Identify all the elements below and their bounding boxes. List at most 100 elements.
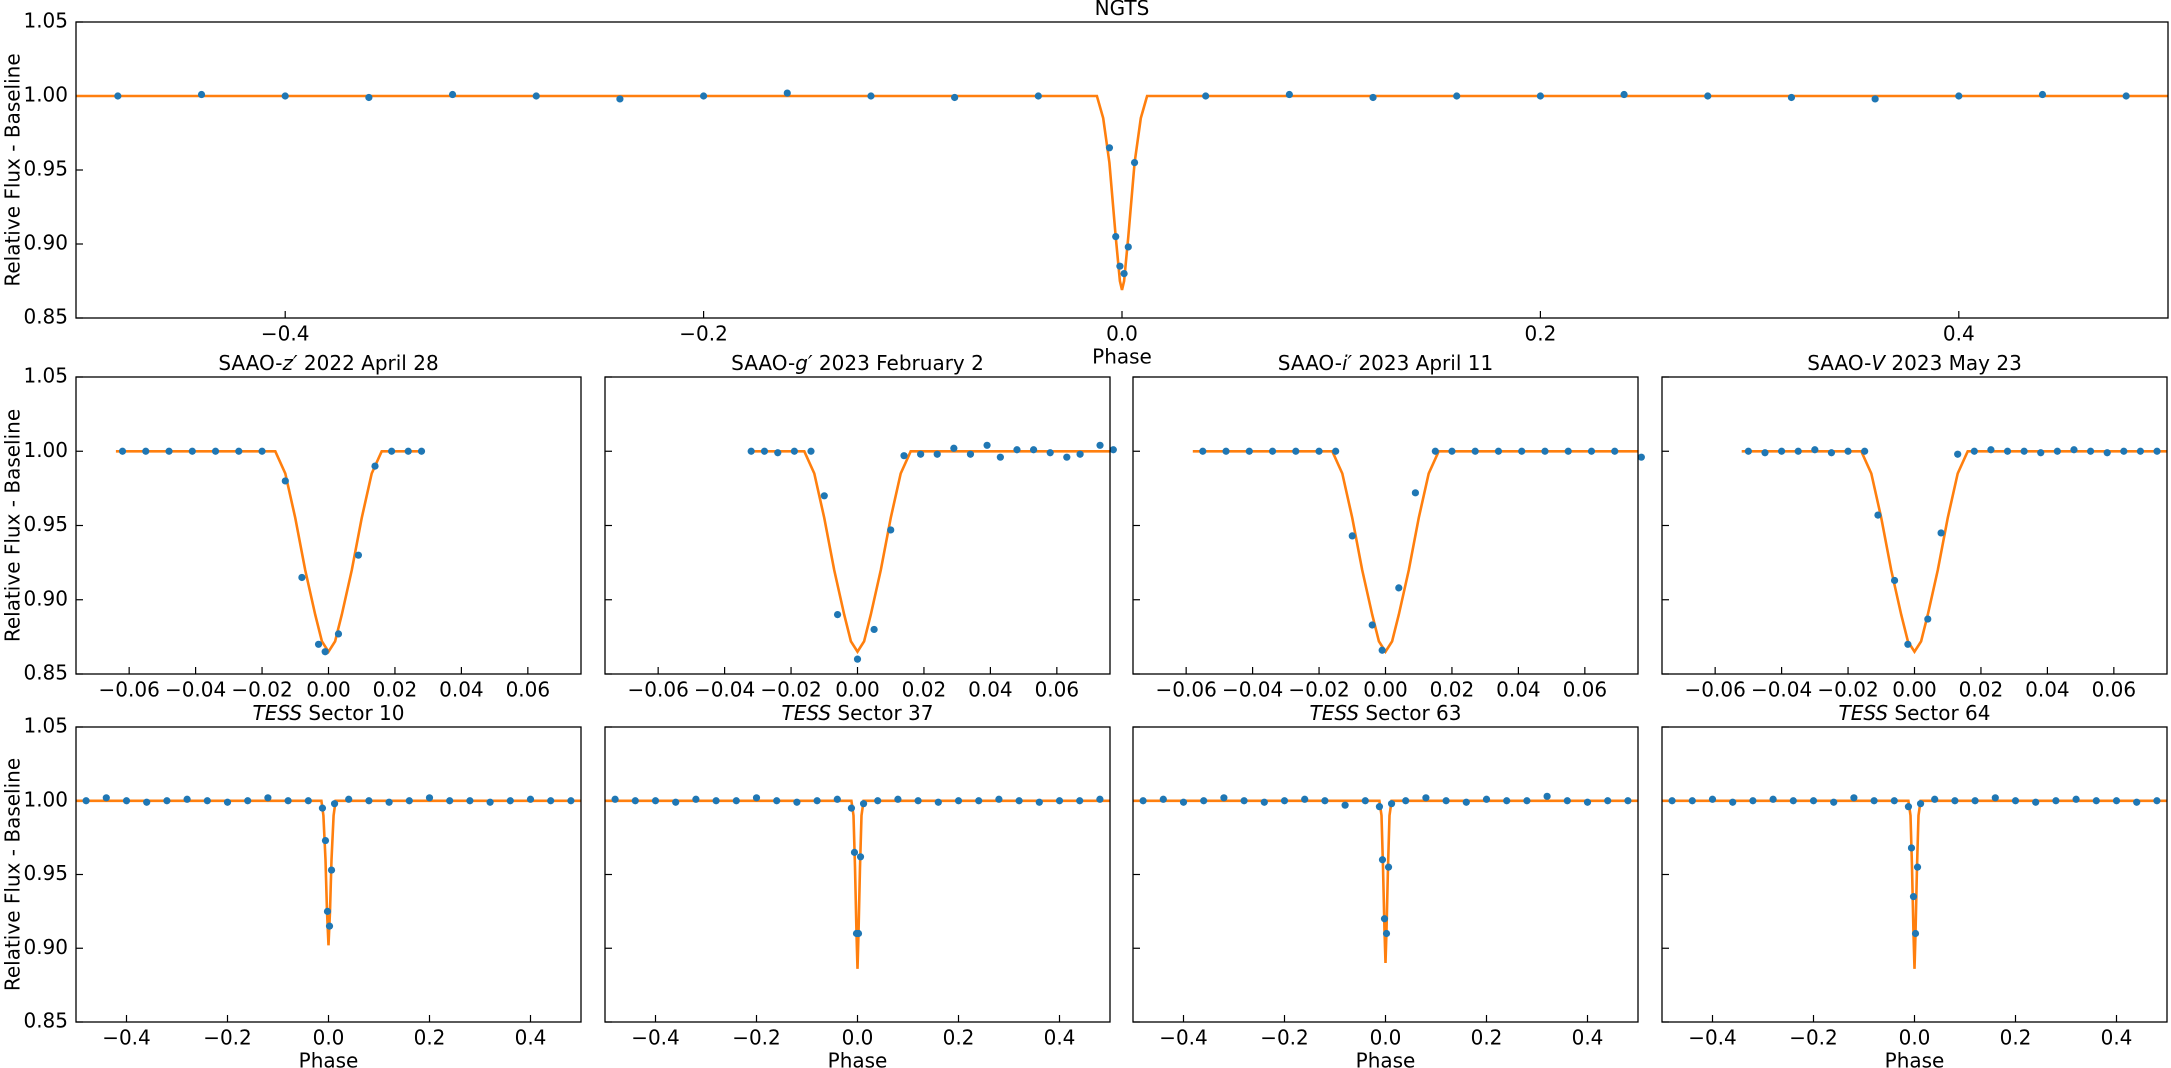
title-part: SAAO- <box>1278 351 1342 375</box>
y-tick-label: 0.90 <box>23 586 68 610</box>
binned-point <box>281 477 289 485</box>
binned-point <box>631 797 639 805</box>
x-tick-label: −0.06 <box>628 678 689 702</box>
x-axis-label: Phase <box>1356 1049 1416 1068</box>
binned-point <box>325 922 334 930</box>
plot-frame <box>1132 726 1639 1023</box>
binned-point <box>258 447 266 455</box>
title-part: TESS <box>1839 701 1889 725</box>
plot-frame <box>75 376 582 675</box>
binned-point <box>1240 797 1248 805</box>
x-tick-label: 0.0 <box>313 1026 345 1050</box>
binned-point <box>1124 243 1132 251</box>
title-part: z′ <box>281 351 297 375</box>
plot-frame <box>75 726 582 1023</box>
binned-point <box>102 794 110 802</box>
title-part: g′ <box>795 351 813 375</box>
binned-point <box>2032 798 2040 806</box>
binned-point <box>1063 453 1071 461</box>
binned-point <box>1503 797 1511 805</box>
x-tick-label: 0.2 <box>2000 1026 2032 1050</box>
binned-point <box>1916 800 1925 808</box>
binned-point <box>1341 801 1349 809</box>
binned-point <box>2133 798 2141 806</box>
binned-point <box>323 907 332 915</box>
x-tick-label: 0.02 <box>1959 678 2004 702</box>
x-tick-label: 0.0 <box>1899 1026 1931 1050</box>
x-tick-label: 0.4 <box>1044 1026 1076 1050</box>
binned-point <box>672 798 680 806</box>
panel-title: TESS Sector 10 <box>253 701 405 725</box>
panel-title: TESS Sector 63 <box>1310 701 1462 725</box>
binned-point <box>547 797 555 805</box>
binned-point <box>856 853 865 861</box>
plot-frame <box>604 376 1111 675</box>
panel-title: SAAO-g′ 2023 February 2 <box>731 351 984 375</box>
binned-point <box>1954 450 1962 458</box>
y-tick-label: 1.00 <box>23 83 68 107</box>
x-tick-label: 0.2 <box>1471 1026 1503 1050</box>
binned-point <box>1844 447 1852 455</box>
binned-point <box>298 573 306 582</box>
binned-point <box>1541 447 1549 455</box>
binned-point <box>1620 90 1628 99</box>
x-tick-label: 0.06 <box>1035 678 1080 702</box>
x-tick-label: −0.2 <box>1789 1026 1838 1050</box>
x-tick-label: −0.2 <box>679 322 728 346</box>
y-axis-label: Relative Flux - Baseline <box>1 409 25 642</box>
binned-point <box>1179 798 1188 806</box>
binned-point <box>1913 863 1922 871</box>
binned-point <box>2037 449 2045 457</box>
binned-point <box>1096 795 1104 803</box>
binned-point <box>1220 794 1228 802</box>
title-part: TESS <box>253 701 303 725</box>
plot-frame <box>1661 726 2168 1023</box>
panel: TESS Sector 10 0.85 0.90 0.95 1.00 1.05 −0.4 −0… <box>1 701 582 1068</box>
binned-point <box>700 92 708 100</box>
model-line <box>76 94 2168 291</box>
x-tick-label: −0.02 <box>1288 678 1349 702</box>
binned-point <box>1523 797 1531 805</box>
binned-point <box>163 797 171 805</box>
y-tick-label: 1.00 <box>23 438 68 462</box>
binned-point <box>235 447 243 455</box>
binned-point <box>1870 797 1878 805</box>
y-axis-label: Relative Flux - Baseline <box>1 758 25 991</box>
binned-point <box>1361 797 1369 805</box>
title-part: Sector 64 <box>1888 701 1990 725</box>
binned-point <box>188 447 196 455</box>
x-tick-label: 0.4 <box>1572 1026 1604 1050</box>
binned-point <box>1422 794 1430 802</box>
binned-point <box>1583 798 1592 806</box>
binned-point <box>1112 233 1120 241</box>
binned-point <box>867 92 875 100</box>
binned-point <box>1688 797 1696 805</box>
binned-point <box>354 551 363 559</box>
binned-point <box>783 89 791 97</box>
title-part: 2023 February 2 <box>813 351 984 375</box>
binned-point <box>1301 795 1309 803</box>
binned-point <box>165 447 173 455</box>
x-tick-label: −0.4 <box>631 1026 680 1050</box>
binned-point <box>1749 797 1757 805</box>
binned-point <box>1046 449 1054 457</box>
x-tick-label: 0.00 <box>835 678 880 702</box>
binned-point <box>1120 270 1128 278</box>
binned-point <box>2103 449 2111 457</box>
binned-point <box>1904 803 1913 811</box>
binned-point <box>526 795 535 803</box>
binned-point <box>894 795 902 803</box>
binned-point <box>1704 92 1712 100</box>
binned-point <box>405 797 413 805</box>
binned-point <box>995 795 1003 803</box>
binned-point <box>1109 446 1117 454</box>
binned-point <box>1874 511 1882 519</box>
binned-point <box>1937 529 1945 537</box>
binned-point <box>616 95 624 103</box>
binned-point <box>143 798 151 806</box>
binned-point <box>774 449 782 457</box>
binned-point <box>1202 92 1210 100</box>
model-line <box>1192 450 1638 655</box>
panel: SAAO-V 2023 May 23 −0.06 −0.04 −0.02 0.00 0.0… <box>1661 351 2168 702</box>
title-part: V <box>1871 351 1886 375</box>
